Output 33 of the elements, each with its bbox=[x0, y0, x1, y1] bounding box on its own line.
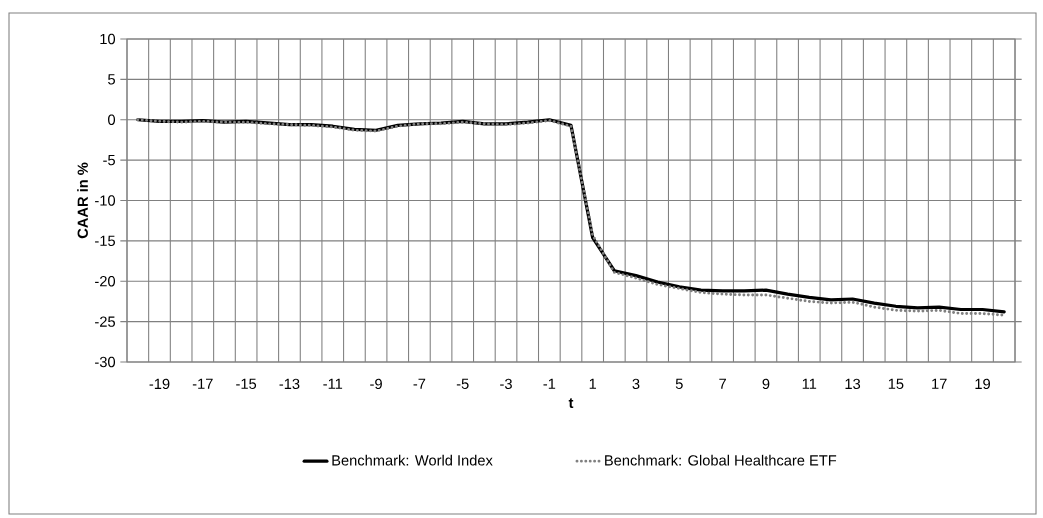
y-axis-title: CAAR in % bbox=[77, 162, 88, 239]
x-tick-label: -9 bbox=[370, 378, 382, 390]
x-tick-label: -19 bbox=[149, 378, 170, 390]
x-tick-label: 11 bbox=[802, 378, 817, 389]
x-tick-label: 5 bbox=[675, 378, 683, 389]
y-tick-label: 5 bbox=[108, 74, 115, 85]
x-tick-label: 13 bbox=[845, 378, 861, 390]
x-tick-label: -5 bbox=[456, 378, 469, 389]
y-tick-label: -15 bbox=[95, 235, 115, 246]
x-tick-label: -7 bbox=[413, 378, 426, 389]
x-tick-label: -15 bbox=[236, 378, 257, 389]
x-tick-label: 9 bbox=[762, 378, 770, 390]
y-tick-label: -20 bbox=[95, 276, 116, 287]
x-tick-label: -3 bbox=[500, 378, 512, 390]
x-tick-label: -17 bbox=[192, 378, 213, 389]
x-tick-label: 3 bbox=[632, 378, 640, 390]
x-tick-label: 1 bbox=[589, 378, 597, 389]
x-tick-label: -1 bbox=[543, 378, 556, 389]
x-tick-label: 7 bbox=[719, 378, 726, 389]
y-tick-label: -25 bbox=[95, 316, 115, 327]
y-tick-label: -30 bbox=[95, 356, 116, 368]
y-tick-label: 10 bbox=[100, 33, 116, 45]
x-tick-label: 17 bbox=[932, 378, 947, 389]
x-axis-title: t bbox=[568, 398, 574, 408]
y-tick-label: -5 bbox=[103, 155, 115, 166]
legend-label: Benchmark: Global Healthcare ETF bbox=[605, 454, 837, 466]
x-tick-label: -11 bbox=[323, 378, 343, 389]
y-tick-label: 0 bbox=[108, 114, 116, 125]
y-tick-label: -10 bbox=[95, 195, 116, 206]
legend-label: Benchmark: World Index bbox=[332, 454, 493, 466]
x-tick-label: -13 bbox=[279, 378, 300, 390]
x-tick-label: 19 bbox=[975, 378, 990, 390]
x-tick-label: 15 bbox=[888, 378, 904, 389]
